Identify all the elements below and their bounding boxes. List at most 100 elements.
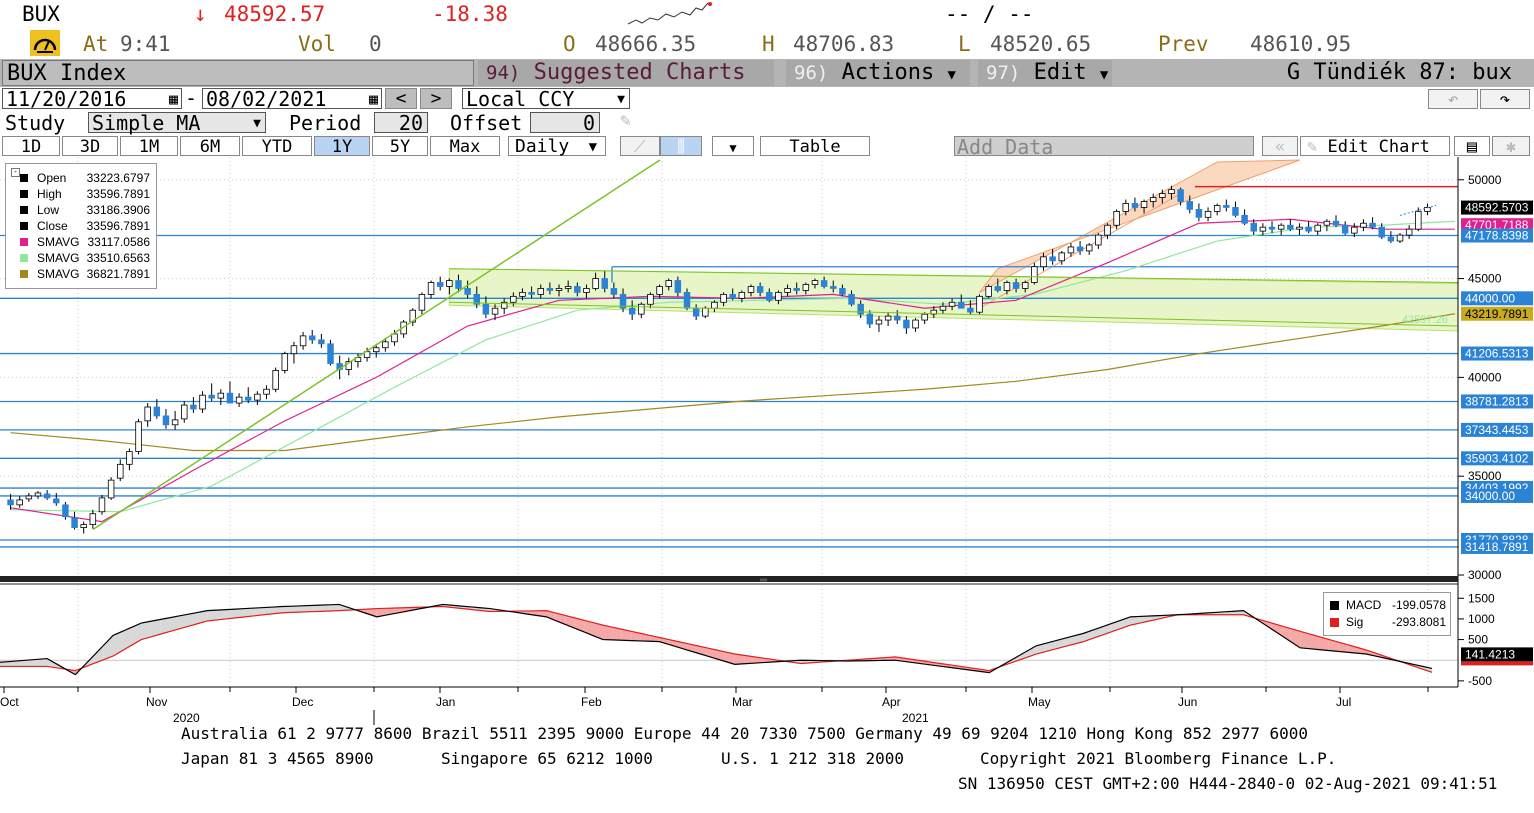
macd-histogram-fill <box>1300 631 1310 649</box>
collapse-icon[interactable]: « <box>1262 136 1298 157</box>
suggested-label: Suggested Charts <box>533 60 746 85</box>
redo-icon[interactable]: ↷ <box>1480 89 1530 110</box>
add-data-input[interactable]: Add Data <box>954 136 1254 157</box>
table-button[interactable]: Table <box>760 136 870 157</box>
down-arrow-icon: ↓ <box>194 2 207 26</box>
candle-up <box>811 280 819 285</box>
price-tick-label: 50000 <box>1468 173 1502 187</box>
candle-down <box>436 282 444 287</box>
candle-down <box>793 288 800 291</box>
macd-line <box>0 603 1433 676</box>
price-tick-label: 30000 <box>1468 568 1502 582</box>
macd-histogram-fill <box>160 617 170 635</box>
signal-line <box>0 605 1433 673</box>
study-select[interactable]: Simple MA ▼ <box>88 112 266 134</box>
currency-select[interactable]: Local CCY ▼ <box>462 88 630 110</box>
macd-legend: MACD -199.0578 Sig -293.8081 <box>1323 592 1451 636</box>
range-button-6m[interactable]: 6M <box>180 136 240 157</box>
frequency-select[interactable]: Daily ▼ <box>508 136 606 157</box>
prev-label: Prev <box>1158 32 1209 56</box>
macd-panel: ═ 1500 1000 500 -500 141.4213 <box>0 575 1533 688</box>
edit-menu[interactable]: 97) Edit ▼ <box>978 60 1112 86</box>
candle-up <box>912 319 919 329</box>
macd-last-label: 141.4213 <box>1465 647 1515 661</box>
candle-down <box>1378 226 1385 238</box>
candle-up <box>985 286 992 297</box>
price-label-box <box>1461 228 1533 243</box>
next-period-button[interactable]: > <box>420 88 452 109</box>
candle-down <box>53 498 60 504</box>
candle-up <box>382 341 389 349</box>
sma-green-line <box>10 220 1455 513</box>
macd-histogram-fill <box>631 631 641 641</box>
candle-up <box>720 293 727 303</box>
candle-up <box>25 495 33 500</box>
candle-up <box>747 286 755 293</box>
price-label-box <box>1461 346 1533 361</box>
candle-down <box>208 394 215 399</box>
macd-histogram-fill <box>150 619 161 637</box>
pencil-icon[interactable]: ✎ <box>620 110 631 131</box>
legend-entry: SMAVG 33510.6563 <box>6 250 156 266</box>
calendar-icon[interactable]: ▦ <box>368 90 378 108</box>
start-date-field[interactable]: 11/20/2016 ▦ <box>2 87 182 111</box>
caret-down-icon: ▼ <box>617 92 625 107</box>
range-button-5y[interactable]: 5Y <box>372 136 428 157</box>
macd-tick-label: -500 <box>1468 674 1492 688</box>
period-input[interactable]: 20 <box>374 112 428 134</box>
gear-icon[interactable]: ✱ <box>1492 136 1530 157</box>
candle-up <box>1021 282 1029 289</box>
vol-label: Vol <box>298 32 336 56</box>
range-button-1m[interactable]: 1M <box>120 136 178 157</box>
start-date: 11/20/2016 <box>6 87 127 111</box>
macd-histogram-fill <box>555 613 566 625</box>
legend-value: 33510.6563 <box>86 251 150 265</box>
suggested-charts-menu[interactable]: 94) Suggested Charts <box>478 60 774 86</box>
chart-type-dropdown[interactable]: ▼ <box>712 136 754 156</box>
macd-histogram-fill <box>1064 635 1074 647</box>
calendar-icon[interactable]: ▦ <box>168 90 178 108</box>
candle-up <box>117 463 124 479</box>
macd-histogram-fill <box>254 607 264 616</box>
chart-settings-icon[interactable]: ▤ <box>1454 136 1490 157</box>
range-button-3d[interactable]: 3D <box>62 136 118 157</box>
collapse-icon[interactable]: - <box>11 168 20 177</box>
actions-menu[interactable]: 96) Actions ▼ <box>786 60 970 86</box>
candle-down <box>619 293 627 309</box>
consolidation-channel <box>448 268 1459 332</box>
legend-entry: Low 33186.3906 <box>6 202 156 218</box>
price-chart[interactable]: 500004500040000350003000047701.718834403… <box>0 157 1534 727</box>
candle-up <box>400 321 407 335</box>
line-chart-icon[interactable]: ⟋ <box>620 136 660 157</box>
candle-down <box>601 278 608 289</box>
macd-histogram-fill <box>179 614 189 629</box>
candle-up <box>409 309 417 323</box>
gauge-icon[interactable] <box>30 30 60 56</box>
candle-chart-icon[interactable]: ⫼ <box>660 136 702 157</box>
range-button-ytd[interactable]: YTD <box>242 136 312 157</box>
year-label: 2020 <box>173 711 200 725</box>
candle-up <box>1204 210 1212 218</box>
candle-down <box>903 319 910 329</box>
macd-histogram-fill <box>621 629 632 641</box>
candle-down <box>43 493 51 499</box>
macd-legend-entry: MACD -199.0578 <box>1324 597 1450 614</box>
low-value: 48520.65 <box>990 32 1092 56</box>
range-button-1y[interactable]: 1Y <box>314 136 370 157</box>
range-button-1d[interactable]: 1D <box>2 136 60 157</box>
legend-swatch <box>1330 601 1339 610</box>
legend-value: -293.8081 <box>1391 615 1446 629</box>
end-date-field[interactable]: 08/02/2021 ▦ <box>202 88 382 110</box>
caret-down-icon: ▼ <box>253 116 261 131</box>
prev-period-button[interactable]: < <box>385 88 417 109</box>
edit-chart-button[interactable]: ✎ Edit Chart <box>1300 136 1450 157</box>
range-button-max[interactable]: Max <box>430 136 500 157</box>
offset-input[interactable]: 0 <box>530 112 600 134</box>
candle-up <box>1140 201 1148 208</box>
ma-inline-label: 42597.26 <box>1402 314 1448 326</box>
candle-up <box>564 286 572 289</box>
undo-icon[interactable]: ↶ <box>1428 89 1478 110</box>
candle-down <box>958 301 965 309</box>
support-lines <box>0 234 1458 548</box>
macd-histogram-fill <box>37 658 48 667</box>
